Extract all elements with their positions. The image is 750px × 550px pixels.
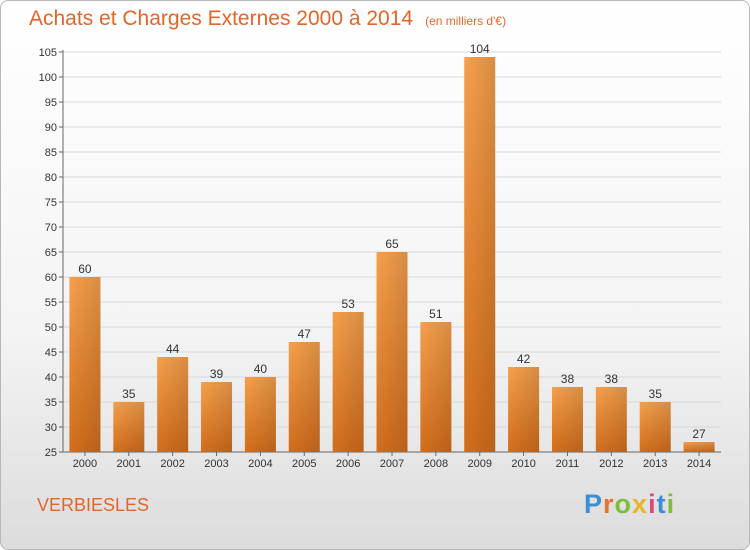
- logo-letter: P: [584, 489, 604, 519]
- logo-letter: x: [632, 489, 649, 519]
- y-tick-label: 95: [45, 97, 57, 109]
- x-tick-label: 2008: [424, 458, 448, 470]
- x-tick-label: 2001: [117, 458, 141, 470]
- bar-shade: [639, 402, 671, 452]
- bar-shade: [288, 342, 320, 452]
- x-tick-label: 2000: [73, 458, 97, 470]
- bar-value-label: 60: [78, 262, 92, 276]
- bar-value-label: 38: [561, 372, 575, 386]
- bar-shade: [595, 387, 627, 452]
- proxiti-logo: Proxiti: [584, 489, 675, 520]
- bars: [69, 57, 715, 452]
- bar-shade: [201, 382, 233, 452]
- bar-shade: [332, 312, 364, 452]
- bar-value-label: 53: [341, 297, 355, 311]
- y-tick-label: 40: [45, 372, 57, 384]
- bar-value-label: 104: [470, 42, 490, 56]
- bar-value-label: 35: [649, 387, 663, 401]
- x-tick-label: 2006: [336, 458, 360, 470]
- y-tick-label: 60: [45, 272, 57, 284]
- bar-shade: [376, 252, 408, 452]
- bar-shade: [420, 322, 452, 452]
- commune-name: VERBIESLES: [37, 495, 150, 515]
- x-tick-label: 2014: [687, 458, 711, 470]
- logo-letter: i: [648, 489, 657, 519]
- bar-shade: [157, 357, 189, 452]
- logo-letter: o: [614, 489, 633, 519]
- y-tick-label: 65: [45, 247, 57, 259]
- x-tick-label: 2004: [248, 458, 272, 470]
- bar-shade: [244, 377, 276, 452]
- y-tick-label: 35: [45, 397, 57, 409]
- logo-letter: i: [666, 489, 676, 519]
- x-tick-label: 2011: [556, 458, 580, 470]
- x-tick-label: 2005: [292, 458, 316, 470]
- y-tick-label: 55: [45, 297, 57, 309]
- chart-title-text: Achats et Charges Externes 2000 à 2014: [29, 7, 414, 30]
- y-tick-label: 90: [45, 122, 57, 134]
- bar-value-label: 42: [517, 352, 531, 366]
- bar-shade: [464, 57, 496, 452]
- y-tick-label: 105: [39, 47, 57, 59]
- chart-title: Achats et Charges Externes 2000 à 2014 (e…: [29, 7, 506, 31]
- x-tick-label: 2013: [643, 458, 667, 470]
- x-tick-label: 2003: [204, 458, 228, 470]
- chart-subtitle: (en milliers d'€): [425, 14, 507, 28]
- y-tick-label: 100: [39, 72, 57, 84]
- bar-value-label: 65: [385, 237, 399, 251]
- bar-value-label: 35: [122, 387, 136, 401]
- x-tick-label: 2002: [160, 458, 184, 470]
- y-tick-label: 50: [45, 322, 57, 334]
- bar-value-label: 51: [429, 307, 443, 321]
- bar-value-label: 40: [254, 362, 268, 376]
- y-tick-label: 45: [45, 347, 57, 359]
- tick-labels: 25 30 35 40 45 50 55 60 65 70 75 80 85 90 95 100 105 2000…: [39, 47, 712, 470]
- bar-value-label: 39: [210, 367, 224, 381]
- y-tick-label: 30: [45, 422, 57, 434]
- logo-letter: t: [656, 489, 667, 519]
- y-tick-label: 75: [45, 197, 57, 209]
- x-tick-label: 2012: [599, 458, 623, 470]
- y-tick-label: 80: [45, 172, 57, 184]
- bar-value-label: 27: [692, 427, 706, 441]
- bar-value-label: 38: [605, 372, 619, 386]
- bar-value-label: 47: [298, 327, 312, 341]
- bar-shade: [113, 402, 145, 452]
- y-tick-label: 70: [45, 222, 57, 234]
- bar-shade: [69, 277, 101, 452]
- y-tick-label: 25: [45, 447, 57, 459]
- data-labels: 60 35 44 39 40 47 53 65 51 104 42 38 38 35 27: [78, 42, 706, 441]
- x-tick-label: 2010: [511, 458, 535, 470]
- bar-shade: [683, 442, 715, 452]
- y-tick-label: 85: [45, 147, 57, 159]
- bar-value-label: 44: [166, 342, 180, 356]
- bar-shade: [551, 387, 583, 452]
- bar-shade: [508, 367, 540, 452]
- logo-letter: r: [603, 489, 615, 519]
- x-tick-label: 2007: [380, 458, 404, 470]
- x-tick-label: 2009: [467, 458, 491, 470]
